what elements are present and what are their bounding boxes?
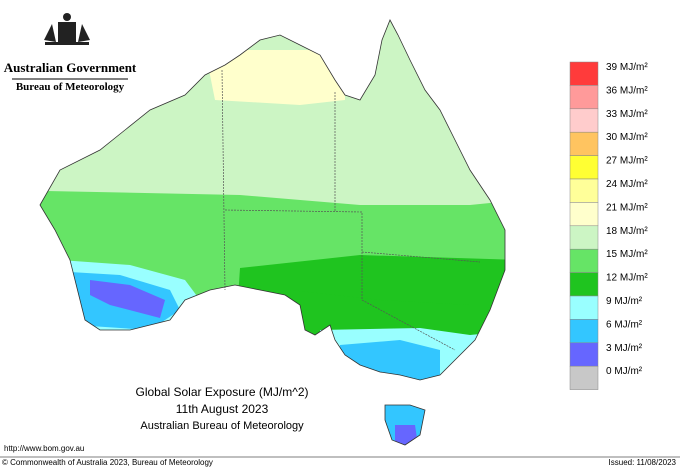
footer-copyright: © Commonwealth of Australia 2023, Bureau… [2, 458, 213, 467]
legend-swatch [569, 155, 599, 180]
legend-swatch [569, 131, 599, 156]
legend-label: 27 MJ/m² [606, 156, 648, 167]
legend-label: 18 MJ/m² [606, 226, 648, 237]
crest [44, 13, 90, 45]
legend-label: 30 MJ/m² [606, 132, 648, 143]
legend-swatch [569, 295, 599, 320]
legend-swatch [569, 342, 599, 367]
legend-label: 3 MJ/m² [606, 343, 643, 354]
legend-label: 36 MJ/m² [606, 85, 648, 96]
legend-swatch [569, 85, 599, 110]
footer-issued: Issued: 11/08/2023 [609, 458, 677, 467]
legend: 39 MJ/m² 36 MJ/m² 33 MJ/m² 30 MJ/m² 27 MJ/m²… [569, 61, 648, 390]
legend-label: 0 MJ/m² [606, 366, 643, 377]
coastline [39, 19, 506, 446]
state-borders [221, 69, 481, 351]
legend-label: 39 MJ/m² [606, 62, 648, 73]
legend-swatch [569, 61, 599, 86]
legend-label: 6 MJ/m² [606, 319, 643, 330]
legend-swatch [569, 319, 599, 344]
legend-label: 33 MJ/m² [606, 109, 648, 120]
header-agency: Bureau of Meteorology [16, 81, 125, 93]
legend-swatch [569, 178, 599, 203]
map-source: Australian Bureau of Meteorology [140, 420, 304, 432]
legend-swatch [569, 225, 599, 250]
legend-swatch [569, 365, 599, 390]
legend-swatch [569, 272, 599, 297]
legend-label: 12 MJ/m² [606, 273, 648, 284]
legend-swatch [569, 202, 599, 227]
header-government: Australian Government [4, 60, 137, 75]
legend-swatch [569, 248, 599, 273]
map-date: 11th August 2023 [176, 402, 269, 416]
map-title: Global Solar Exposure (MJ/m^2) [135, 385, 308, 399]
legend-label: 21 MJ/m² [606, 202, 648, 213]
legend-label: 9 MJ/m² [606, 296, 643, 307]
footer-url: http://www.bom.gov.au [4, 444, 84, 453]
legend-swatch [569, 108, 599, 133]
legend-label: 15 MJ/m² [606, 249, 648, 260]
legend-label: 24 MJ/m² [606, 179, 648, 190]
